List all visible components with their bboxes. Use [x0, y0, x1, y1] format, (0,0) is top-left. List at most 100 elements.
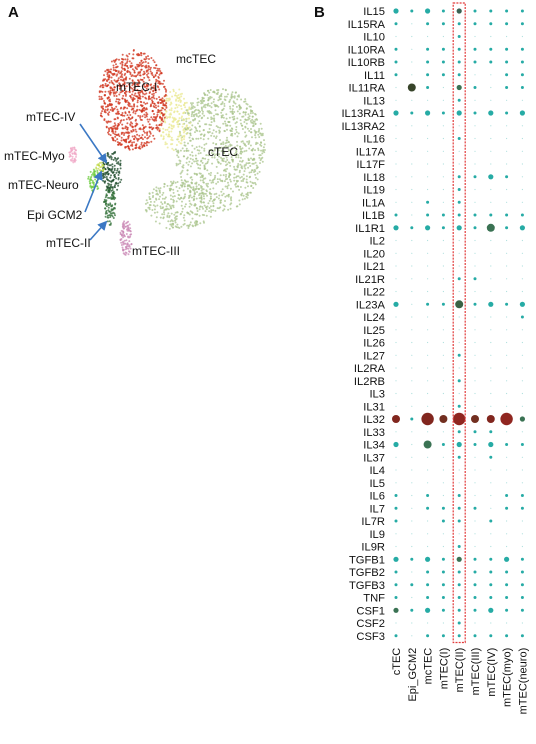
dot-il4-5	[474, 469, 476, 471]
dot-il4-1	[411, 469, 413, 471]
dot-il32-0	[392, 415, 400, 423]
dot-il18-0	[395, 176, 397, 178]
gene-label-il1a: IL1A	[362, 197, 386, 209]
dot-il11ra-5	[473, 86, 477, 89]
dot-il13-3	[442, 99, 444, 101]
dot-il21-7	[506, 265, 508, 267]
dot-il1r1-5	[473, 226, 477, 230]
dot-csf1-0	[393, 607, 399, 613]
dot-il15-3	[441, 9, 445, 13]
dot-il27-1	[411, 354, 413, 356]
gene-label-il16: IL16	[363, 134, 385, 146]
dot-csf2-8	[521, 622, 524, 624]
arrow-mtec-ii	[89, 220, 108, 241]
dot-il15-5	[473, 9, 477, 13]
dot-il34-0	[393, 441, 399, 448]
dot-il2-4	[458, 239, 460, 242]
gene-label-tnf: TNF	[363, 593, 385, 605]
dot-il6-4	[457, 494, 461, 497]
dot-il11ra-4	[456, 84, 462, 91]
dot-il18-5	[473, 175, 477, 179]
label-mtec-ii: mTEC-II	[46, 236, 91, 250]
dot-csf3-1	[411, 635, 413, 637]
cluster-label-7: mTEC(myo)	[502, 648, 514, 707]
dot-il34-5	[473, 443, 477, 446]
dot-il1b-2	[426, 213, 430, 217]
dot-il21-1	[411, 265, 413, 267]
dot-il17a-3	[442, 150, 444, 152]
dot-il26-0	[395, 341, 397, 344]
dot-il33-6	[489, 430, 493, 434]
dot-il17f-7	[506, 163, 508, 165]
dot-il13ra1-2	[425, 110, 431, 116]
dot-il23a-5	[473, 302, 477, 306]
dot-il3-7	[506, 392, 508, 395]
dot-csf2-6	[490, 622, 492, 624]
dot-il19-6	[490, 188, 492, 191]
dot-tnf-3	[441, 596, 445, 599]
dot-il17f-1	[411, 163, 413, 165]
dot-il34-8	[520, 443, 524, 446]
dot-il15-1	[410, 9, 414, 13]
dot-il31-1	[411, 405, 413, 407]
gene-label-csf3: CSF3	[356, 631, 385, 643]
gene-label-il10: IL10	[363, 32, 385, 44]
dot-il17f-3	[442, 163, 444, 165]
dot-il31-0	[395, 405, 397, 407]
gene-label-il2ra: IL2RA	[354, 363, 386, 375]
dot-il18-3	[442, 176, 444, 178]
dot-il17f-4	[458, 163, 460, 165]
dot-il21-4	[458, 265, 460, 267]
dot-tgfb3-6	[489, 583, 493, 587]
dot-il26-2	[427, 341, 429, 344]
dot-il10-2	[427, 35, 429, 38]
dot-il7-0	[394, 506, 398, 510]
dot-il5-6	[490, 482, 492, 484]
dot-il9r-4	[457, 545, 461, 548]
dot-il20-7	[506, 252, 508, 254]
dot-il10rb-0	[394, 60, 398, 64]
dot-csf3-0	[394, 634, 398, 638]
dot-il7-5	[473, 506, 477, 510]
dot-il9-5	[474, 533, 476, 535]
cluster-label-5: mTEC(III)	[470, 648, 482, 696]
cluster-label-4: mTEC(II)	[454, 648, 466, 693]
dot-il15ra-7	[505, 22, 509, 26]
dot-il17a-2	[427, 150, 429, 152]
dot-il2ra-0	[395, 367, 397, 369]
dot-il9r-6	[490, 545, 492, 548]
dot-il13ra1-8	[519, 110, 526, 116]
gene-label-il1b: IL1B	[362, 210, 385, 222]
dot-il10rb-7	[505, 60, 509, 64]
dot-tnf-6	[489, 596, 493, 599]
gene-label-il15ra: IL15RA	[348, 19, 386, 31]
dot-tgfb2-5	[473, 570, 477, 574]
gene-label-il32: IL32	[363, 414, 385, 426]
gene-label-il4: IL4	[369, 465, 385, 477]
dot-il2-3	[442, 239, 444, 242]
dot-il21-2	[427, 265, 429, 267]
dot-il13ra1-3	[441, 111, 445, 115]
dot-csf1-5	[473, 608, 477, 612]
dot-il24-0	[395, 316, 397, 318]
dot-il7-7	[505, 506, 509, 510]
dot-il22-0	[395, 290, 397, 293]
dot-il34-2	[423, 440, 432, 449]
dot-il9-3	[442, 533, 444, 535]
dot-il1b-4	[457, 213, 461, 217]
dot-il21r-1	[411, 278, 413, 280]
dot-il1r1-7	[505, 226, 509, 230]
dot-il13ra2-3	[442, 125, 444, 127]
dot-il9r-8	[521, 545, 524, 548]
gene-label-il11ra: IL11RA	[349, 83, 386, 95]
gene-label-il2: IL2	[369, 236, 385, 248]
dot-tgfb2-6	[489, 570, 493, 574]
dot-il5-1	[411, 482, 413, 484]
dot-il1a-7	[506, 201, 508, 203]
dot-il15-8	[520, 9, 524, 13]
dot-il25-8	[521, 329, 524, 331]
dot-il17a-5	[474, 150, 476, 152]
dot-il2ra-4	[458, 367, 460, 369]
dot-il13-4	[457, 98, 461, 102]
dot-il11ra-2	[426, 86, 430, 89]
